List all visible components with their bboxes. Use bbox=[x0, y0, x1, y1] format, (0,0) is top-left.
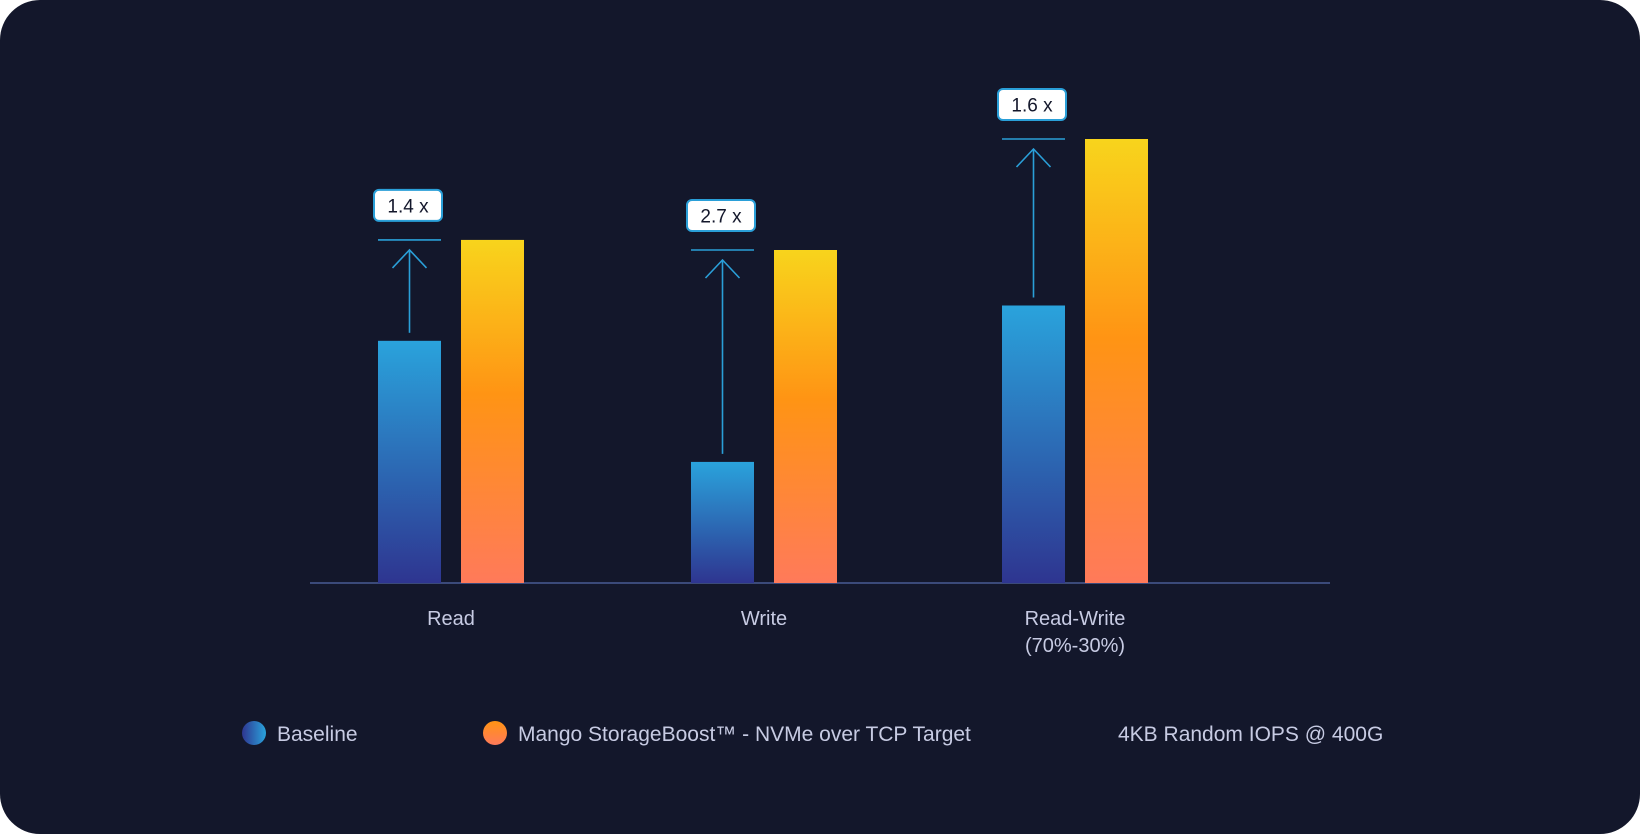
bar-boost-0 bbox=[461, 239, 524, 583]
bar-baseline-1 bbox=[691, 461, 754, 583]
multiplier-label-0: 1.4 x bbox=[387, 196, 429, 217]
multiplier-badge-0 bbox=[373, 188, 443, 222]
legend-swatch-baseline bbox=[242, 721, 266, 745]
category-label-1: Write bbox=[741, 608, 787, 630]
chart-note: 4KB Random IOPS @ 400G bbox=[1118, 723, 1383, 746]
category-label-2-line-1: (70%-30%) bbox=[1025, 635, 1125, 657]
arrow-head-2 bbox=[1015, 147, 1052, 168]
legend-label-boost: Mango StorageBoost™ - NVMe over TCP Targ… bbox=[518, 723, 971, 746]
multiplier-label-2: 1.6 x bbox=[1011, 96, 1053, 117]
multiplier-badge-1 bbox=[686, 199, 756, 232]
bar-boost-2 bbox=[1085, 139, 1148, 583]
legend-label-baseline: Baseline bbox=[277, 723, 358, 746]
multiplier-label-1: 2.7 x bbox=[700, 207, 742, 228]
arrow-head-0 bbox=[391, 248, 428, 269]
category-label-2-line-0: Read-Write bbox=[1025, 608, 1126, 630]
legend: Baseline Mango StorageBoost™ - NVMe over … bbox=[242, 721, 1383, 746]
bar-baseline-0 bbox=[378, 340, 441, 583]
category-label-0: Read bbox=[427, 608, 475, 630]
arrow-head-1 bbox=[704, 258, 741, 279]
bar-baseline-2 bbox=[1002, 305, 1065, 583]
multiplier-badge-2 bbox=[997, 88, 1067, 121]
legend-swatch-boost bbox=[483, 721, 507, 745]
bar-boost-1 bbox=[774, 250, 837, 583]
